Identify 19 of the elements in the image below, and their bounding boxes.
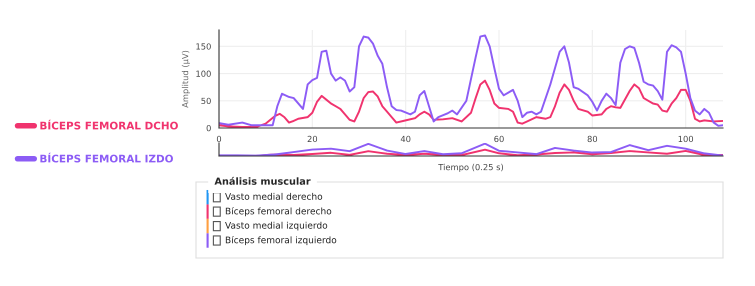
x-axis-title: Tiempo (0.25 s) <box>438 164 504 172</box>
legend-label: BÍCEPS FEMORAL DCHO <box>40 120 178 130</box>
text: Análisis muscular <box>214 176 311 185</box>
y-tick-label: 50 <box>201 98 211 104</box>
y-tick-label: 0 <box>206 124 211 132</box>
y-axis-title: Amplitud (μV) <box>182 50 190 108</box>
category-label: Bíceps femoral izquierdo <box>226 236 336 246</box>
x-tick-label: 80 <box>588 136 598 142</box>
legend-label: BÍCEPS FEMORAL IZDO <box>40 152 173 163</box>
x-tick-label: 20 <box>308 136 318 142</box>
x-tick-label: 0 <box>216 136 222 142</box>
y-tick-label: 150 <box>196 43 211 50</box>
category-label: Vasto medial izquierdo <box>225 222 328 230</box>
x-tick-label: 40 <box>400 136 410 142</box>
category-label: Vasto medial derecho <box>225 192 322 200</box>
y-tick-label: 100 <box>196 70 211 77</box>
category-label: Bíceps femoral derecho <box>226 207 332 216</box>
x-tick-label: 60 <box>494 136 504 142</box>
x-tick-label: 100 <box>678 136 694 142</box>
